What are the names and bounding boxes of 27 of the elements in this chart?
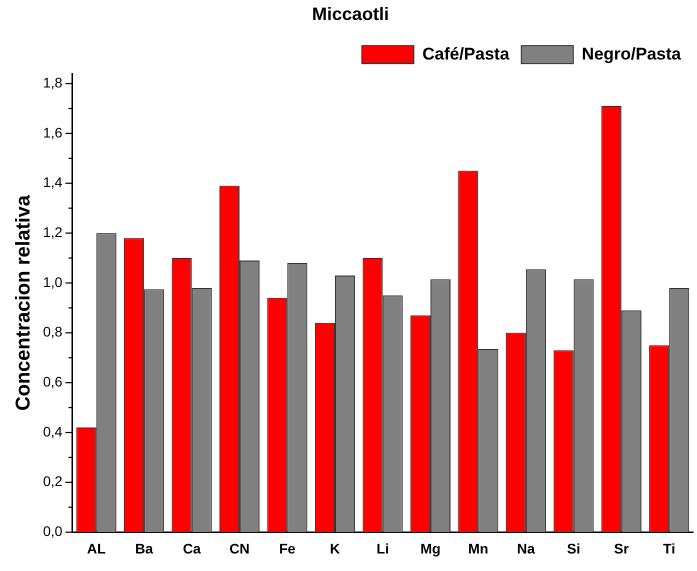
- y-tick-label: 0,0: [42, 523, 63, 540]
- x-tick-label: Mg: [420, 540, 441, 556]
- y-tick-label: 0,8: [42, 324, 63, 340]
- y-tick-label: 1,6: [42, 124, 63, 140]
- legend-label: Negro/Pasta: [582, 44, 682, 64]
- y-axis-title: Concentracion relativa: [12, 194, 35, 411]
- y-tick-label: 1,2: [42, 224, 63, 240]
- x-tick-label: Li: [376, 540, 389, 556]
- x-tick-label: Mn: [468, 540, 488, 556]
- x-tick-label: Ba: [135, 540, 154, 556]
- x-tick-label: Fe: [279, 540, 296, 556]
- x-tick-label: Si: [567, 540, 580, 556]
- y-tick-label: 0,2: [42, 473, 63, 490]
- legend-label: Café/Pasta: [422, 44, 510, 64]
- chart-title: Miccaotli: [312, 4, 390, 24]
- y-tick-label: 0,4: [42, 423, 63, 440]
- x-tick-label: Na: [516, 540, 536, 556]
- y-tick-label: 1,4: [42, 174, 63, 190]
- x-tick-label: Sr: [614, 540, 630, 556]
- x-tick-label: CN: [229, 540, 250, 556]
- x-tick-label: K: [330, 540, 340, 556]
- x-tick-label: Ca: [182, 540, 201, 556]
- y-tick-label: 1,0: [42, 274, 63, 290]
- y-tick-label: 1,8: [42, 74, 63, 90]
- x-tick-label: Ti: [663, 540, 676, 556]
- y-tick-label: 0,6: [42, 374, 63, 390]
- x-tick-label: AL: [86, 540, 106, 556]
